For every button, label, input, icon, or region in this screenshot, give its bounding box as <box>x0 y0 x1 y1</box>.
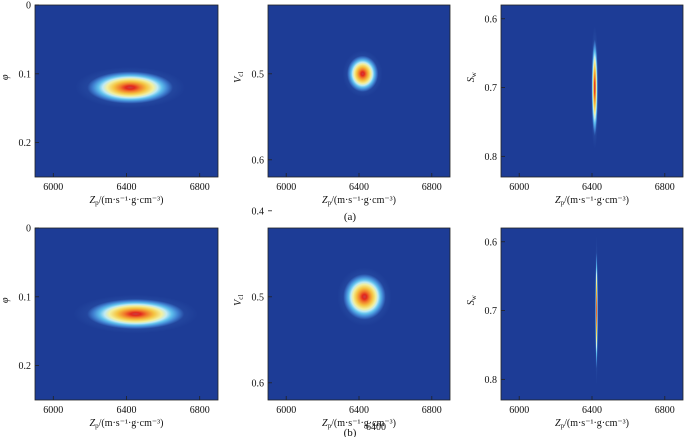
caption-a: (a) <box>344 211 357 223</box>
density-peak <box>595 234 599 387</box>
x-tick-label: 6400 <box>582 182 602 193</box>
heatmap-panel-4: 6000 6400 6800 0 0.1 0.2 Zp/(m·s⁻¹·g·cm⁻³) φ <box>0 224 219 430</box>
caption-b: (b) <box>344 427 357 437</box>
density-peak <box>75 66 186 109</box>
heatmap-panel-3: 6000 6400 6800 0.6 0.7 0.8 Zp/(m·s⁻¹·g·cm⁻³) Sw <box>466 4 684 207</box>
x-tick-label: 6400 <box>349 405 369 416</box>
panels-layer: 6000 6400 680000.10.2Zp/(m·s⁻¹·g·cm⁻³)φ600… <box>0 1 684 433</box>
x-tick-label: 6800 <box>422 182 442 193</box>
extra-x-tick-label: 6400 <box>366 422 386 433</box>
x-tick-label: 6400 <box>117 182 137 193</box>
y-tick-label: 0.6 <box>252 378 265 389</box>
y-tick-label: 0.2 <box>19 138 32 149</box>
heatmap-background <box>501 228 683 400</box>
x-axis-label: Zp/(m·s⁻¹·g·cm⁻³) <box>322 195 396 207</box>
x-tick-label: 6800 <box>190 182 210 193</box>
heatmap-panel-2: 6000640068000.40.50.6Zp/(m·s⁻¹·g·cm⁻³)Vc… <box>233 4 451 207</box>
x-tick-label: 6000 <box>276 405 296 416</box>
x-tick-label: 6400 <box>582 405 602 416</box>
x-tick-label: 6800 <box>655 405 675 416</box>
y-axis-label: Sw <box>466 71 478 82</box>
y-tick-label: 0.5 <box>252 292 265 303</box>
y-axis-label: φ <box>0 297 11 303</box>
y-tick-label: 0 <box>26 1 31 12</box>
y-tick-label: 0.6 <box>485 237 498 248</box>
y-tick-label: 0.4 <box>252 206 265 217</box>
y-tick-label: 0.7 <box>485 83 498 94</box>
heatmap-panel-5: 6000 6400 6800 0.4 0.5 0.6 Zp/(m·s⁻¹·g·cm⁻³) Vc… <box>233 206 451 433</box>
heatmap-panel-1: 6000 6400 6800 0 0.1 0.2 Zp/(m·s⁻¹·g·cm⁻³) φ <box>0 1 219 207</box>
y-tick-label: 0.8 <box>485 152 498 163</box>
y-tick-label: 0.6 <box>252 155 265 166</box>
y-tick-label: 0.1 <box>19 292 32 303</box>
x-tick-label: 6800 <box>422 405 442 416</box>
x-axis-label: Zp/(m·s⁻¹·g·cm⁻³) <box>555 418 629 430</box>
x-tick-label: 6000 <box>509 182 529 193</box>
x-tick-label: 6800 <box>655 182 675 193</box>
heatmap-panel-6: 6000 6400 6800 0.6 0.7 0.8 Zp/(m·s⁻¹·g·cm⁻³) Sw <box>466 227 684 430</box>
x-axis-label: Zp/(m·s⁻¹·g·cm⁻³) <box>322 418 396 430</box>
x-tick-label: 6000 <box>276 182 296 193</box>
density-peak <box>73 294 198 334</box>
x-tick-label: 6800 <box>190 405 210 416</box>
y-axis-label: Sw <box>466 294 478 305</box>
y-axis-label: Vcl <box>233 72 245 83</box>
x-axis-label: Zp/(m·s⁻¹·g·cm⁻³) <box>90 418 164 430</box>
x-tick-label: 6400 <box>117 405 137 416</box>
y-tick-label: 0.2 <box>19 361 32 372</box>
y-tick-label: 0.8 <box>485 375 498 386</box>
x-tick-label: 6000 <box>43 182 63 193</box>
density-peak <box>590 25 599 150</box>
density-peak <box>342 50 383 98</box>
density-peak <box>337 267 392 327</box>
y-axis-label: Vcl <box>233 295 245 306</box>
y-tick-label: 0 <box>26 224 31 235</box>
y-tick-label: 0.5 <box>252 69 265 80</box>
y-tick-label: 0.1 <box>19 69 32 80</box>
x-tick-label: 6400 <box>349 182 369 193</box>
x-tick-label: 6000 <box>509 405 529 416</box>
y-axis-label: φ <box>0 74 11 80</box>
y-tick-label: 0.7 <box>485 306 498 317</box>
x-tick-label: 6000 <box>43 405 63 416</box>
x-axis-label: Zp/(m·s⁻¹·g·cm⁻³) <box>90 195 164 207</box>
y-tick-label: 0.6 <box>485 14 498 25</box>
x-axis-label: Zp/(m·s⁻¹·g·cm⁻³) <box>555 195 629 207</box>
